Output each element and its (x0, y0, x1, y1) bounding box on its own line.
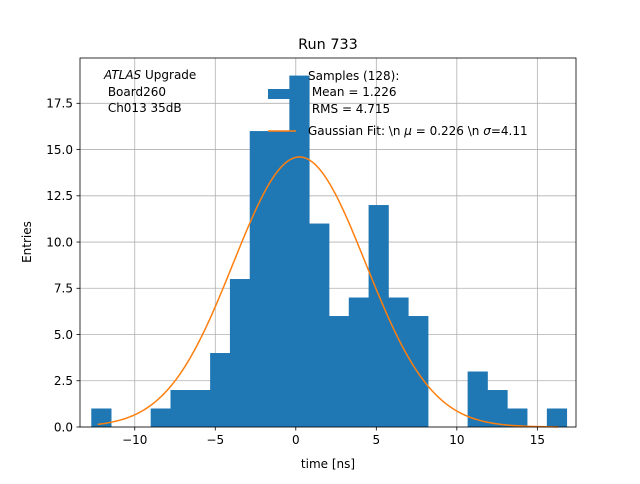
y-tick-label: 5.0 (54, 328, 73, 342)
y-tick-label: 17.5 (46, 97, 73, 111)
histogram-bar (368, 205, 389, 427)
legend-hist-swatch (268, 89, 296, 99)
histogram-bar (348, 297, 369, 427)
svg-text:Gaussian Fit: \n μ = 0.226 \n: Gaussian Fit: \n μ = 0.226 \n σ=4.11 (308, 124, 528, 138)
histogram-bar (210, 353, 231, 427)
histogram-bar (487, 390, 508, 427)
histogram-bar (388, 297, 409, 427)
gaussian-fit-line (97, 156, 559, 428)
annotation-upgrade: Upgrade (141, 68, 196, 82)
histogram-bar (150, 408, 171, 427)
bars (91, 75, 568, 428)
histogram-bar (328, 316, 350, 427)
axes-frame (79, 57, 577, 428)
y-tick-label: 2.5 (54, 374, 73, 388)
histogram-bar (269, 131, 290, 427)
annotation-atlas: ATLAS (103, 68, 142, 82)
legend-mean: Mean = 1.226 (308, 85, 397, 99)
histogram-bar (507, 408, 528, 427)
legend-fit-mu-symbol: μ (403, 124, 412, 138)
legend-samples: Samples (128): (308, 69, 399, 83)
y-axis-label: Entries (20, 221, 34, 263)
legend-fit-sigma-value: =4.11 (491, 124, 528, 138)
annotation: ATLAS Upgrade Board260 Ch013 35dB (103, 68, 196, 115)
histogram-bar (249, 131, 270, 427)
histogram-bar (546, 408, 568, 427)
legend-rms: RMS = 4.715 (308, 102, 390, 116)
legend-fit-sigma-symbol: σ (483, 124, 491, 138)
histogram-bar (408, 316, 429, 427)
x-tick-label: 15 (530, 433, 545, 447)
x-tick-label: −5 (206, 433, 224, 447)
y-tick-label: 0.0 (54, 420, 73, 434)
annotation-board: Board260 (104, 85, 166, 99)
histogram-bar (190, 390, 211, 427)
annotation-channel: Ch013 35dB (104, 101, 182, 115)
legend: Samples (128): Mean = 1.226 RMS = 4.715 … (268, 69, 528, 138)
x-tick-label: −10 (122, 433, 147, 447)
fit-curve (97, 156, 559, 428)
x-tick-label: 10 (449, 433, 464, 447)
histogram-bar (91, 408, 112, 427)
y-tick-label: 10.0 (46, 235, 73, 249)
x-tick-label: 5 (372, 433, 380, 447)
svg-text:ATLAS Upgrade: ATLAS Upgrade (103, 68, 196, 82)
x-axis-label: time [ns] (301, 457, 355, 471)
chart-title: Run 733 (298, 37, 358, 53)
histogram-bar (467, 371, 488, 427)
histogram-bar (289, 75, 310, 428)
y-tick-label: 7.5 (54, 282, 73, 296)
grid (80, 58, 576, 428)
histogram-bar (229, 279, 251, 427)
y-tick-label: 12.5 (46, 189, 73, 203)
histogram-bar (170, 390, 191, 427)
histogram-bar (309, 223, 330, 427)
ticks: −10 −5 0 5 10 15 0.0 2.5 5.0 7.5 10.0 12.5 15.0 17.5 (46, 97, 545, 447)
legend-fit-prefix: Gaussian Fit: \n (308, 124, 404, 138)
y-tick-label: 15.0 (46, 143, 73, 157)
x-tick-label: 0 (292, 433, 300, 447)
legend-fit-mu-value: = 0.226 \n (412, 124, 483, 138)
